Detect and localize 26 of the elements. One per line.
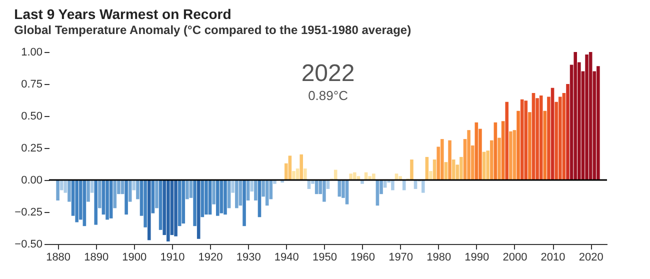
- annotation: 2022: [301, 60, 355, 87]
- y-tick-label: 0.25: [21, 142, 42, 154]
- chart-subtitle: Global Temperature Anomaly (°C compared to the 1951-1980 average): [14, 23, 412, 37]
- x-tick-label: 1930: [236, 252, 261, 264]
- x-tick-label: 1960: [350, 252, 375, 264]
- x-tick-label: 2020: [578, 252, 604, 264]
- x-tick-label: 1910: [160, 252, 185, 264]
- x-tick-label: 1880: [46, 252, 71, 264]
- x-tick-label: 1920: [198, 252, 223, 264]
- annotation: 0.89°C: [308, 88, 348, 103]
- x-tick-label: 1900: [122, 252, 147, 264]
- x-tick-label: 1980: [426, 252, 452, 264]
- x-tick-label: 2000: [502, 252, 528, 264]
- y-tick-label: −0.25: [14, 206, 42, 218]
- x-tick-label: 1970: [388, 252, 414, 264]
- x-tick-label: 2010: [540, 252, 566, 264]
- x-tick-label: 1890: [84, 252, 109, 264]
- y-tick-label: 0.00: [21, 174, 42, 186]
- chart-title: Last 9 Years Warmest on Record: [14, 6, 232, 22]
- x-tick-label: 1950: [312, 252, 337, 264]
- y-tick-label: −0.50: [14, 238, 42, 250]
- y-tick-label: 1.00: [21, 46, 42, 58]
- y-tick-label: 0.50: [21, 110, 42, 122]
- y-tick-label: 0.75: [21, 78, 42, 90]
- x-tick-label: 1990: [464, 252, 490, 264]
- x-tick-label: 1940: [274, 252, 299, 264]
